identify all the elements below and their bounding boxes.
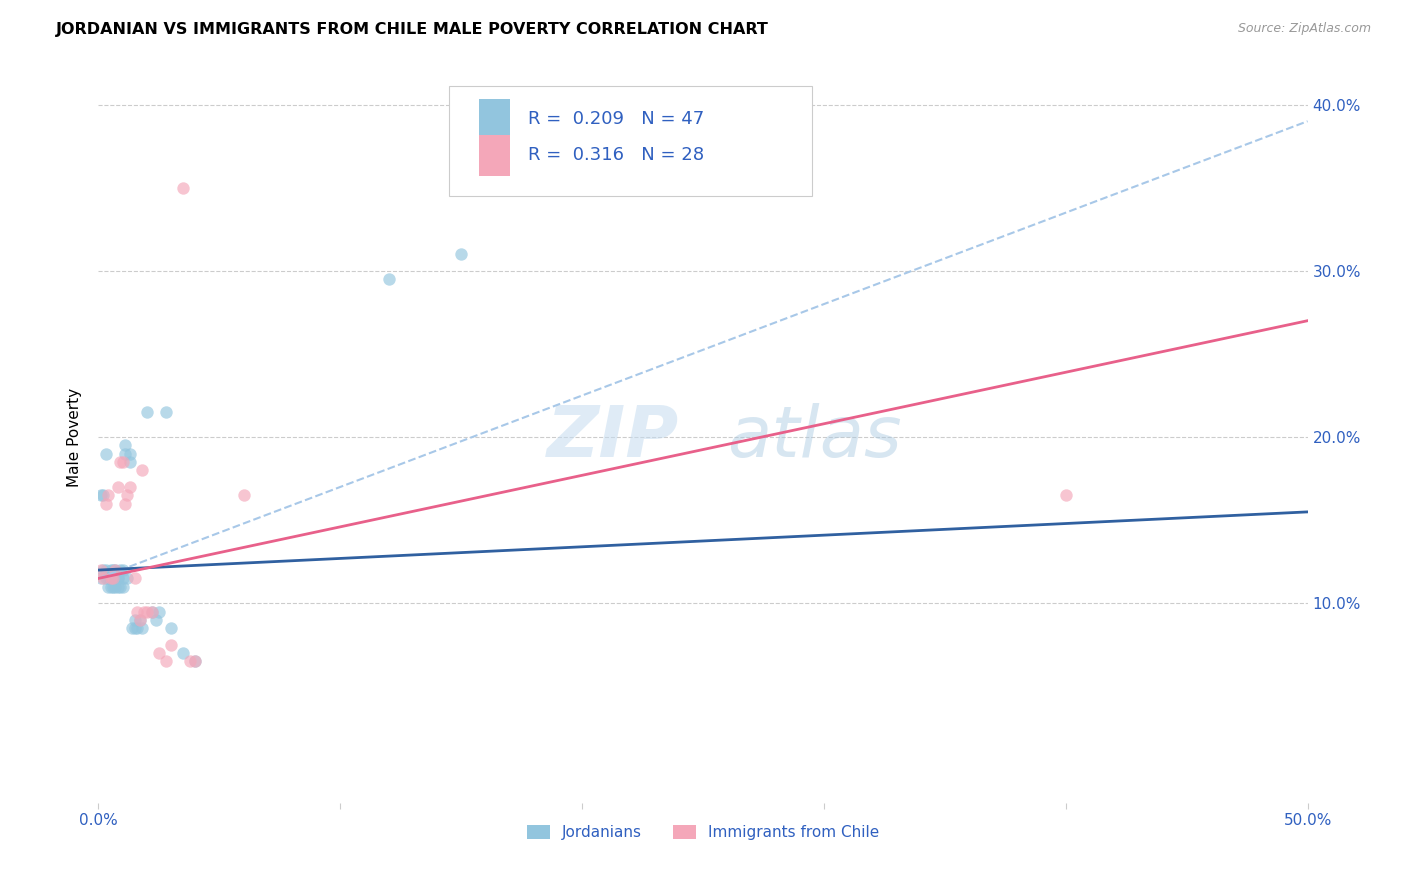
Point bbox=[141, 605, 163, 619]
Point bbox=[104, 563, 127, 577]
Point bbox=[179, 655, 201, 669]
Legend: Jordanians, Immigrants from Chile: Jordanians, Immigrants from Chile bbox=[520, 819, 886, 847]
Point bbox=[117, 571, 139, 585]
Text: R =  0.209   N = 47: R = 0.209 N = 47 bbox=[527, 110, 704, 128]
Point bbox=[160, 621, 183, 635]
Point bbox=[100, 571, 122, 585]
Text: atlas: atlas bbox=[727, 402, 901, 472]
Point bbox=[111, 563, 134, 577]
Point bbox=[118, 480, 141, 494]
Point bbox=[97, 580, 120, 594]
Point bbox=[160, 638, 183, 652]
Point bbox=[94, 571, 117, 585]
Point bbox=[91, 563, 114, 577]
Point bbox=[107, 571, 129, 585]
Point bbox=[172, 180, 194, 194]
Point bbox=[128, 613, 150, 627]
Point bbox=[100, 571, 122, 585]
Point bbox=[101, 563, 124, 577]
Point bbox=[127, 605, 149, 619]
Point bbox=[117, 488, 139, 502]
Point bbox=[94, 447, 117, 461]
Point bbox=[131, 621, 153, 635]
Point bbox=[107, 571, 129, 585]
Point bbox=[94, 497, 117, 511]
Point bbox=[155, 405, 177, 419]
Point bbox=[91, 488, 114, 502]
Point bbox=[148, 646, 170, 660]
Text: Source: ZipAtlas.com: Source: ZipAtlas.com bbox=[1237, 22, 1371, 36]
Point bbox=[108, 455, 131, 469]
Text: ZIP: ZIP bbox=[547, 402, 679, 472]
Point bbox=[184, 655, 207, 669]
Point bbox=[94, 563, 117, 577]
Point bbox=[184, 655, 207, 669]
Point bbox=[107, 480, 129, 494]
Point bbox=[124, 621, 146, 635]
Point bbox=[135, 405, 157, 419]
Point bbox=[128, 613, 150, 627]
Point bbox=[90, 488, 112, 502]
Point bbox=[90, 571, 112, 585]
Point bbox=[111, 580, 134, 594]
Point bbox=[121, 621, 143, 635]
Point bbox=[108, 580, 131, 594]
Point bbox=[118, 447, 141, 461]
Point bbox=[101, 571, 124, 585]
Point bbox=[377, 272, 399, 286]
Point bbox=[104, 563, 127, 577]
Point bbox=[108, 563, 131, 577]
Point bbox=[148, 605, 170, 619]
Point bbox=[90, 563, 112, 577]
Point bbox=[111, 455, 134, 469]
Point bbox=[124, 613, 146, 627]
Point bbox=[127, 621, 149, 635]
Point bbox=[131, 463, 153, 477]
Point bbox=[1054, 488, 1077, 502]
FancyBboxPatch shape bbox=[479, 136, 509, 176]
Text: JORDANIAN VS IMMIGRANTS FROM CHILE MALE POVERTY CORRELATION CHART: JORDANIAN VS IMMIGRANTS FROM CHILE MALE … bbox=[56, 22, 769, 37]
Point bbox=[97, 488, 120, 502]
Point bbox=[135, 605, 157, 619]
Point bbox=[114, 438, 136, 452]
Point bbox=[114, 497, 136, 511]
Point bbox=[145, 613, 167, 627]
Point bbox=[97, 571, 120, 585]
Point bbox=[107, 580, 129, 594]
Point bbox=[232, 488, 254, 502]
Point bbox=[100, 563, 122, 577]
Point bbox=[450, 247, 472, 261]
Point bbox=[114, 447, 136, 461]
FancyBboxPatch shape bbox=[479, 99, 509, 139]
Point bbox=[91, 571, 114, 585]
Point bbox=[124, 571, 146, 585]
Point bbox=[172, 646, 194, 660]
Point bbox=[104, 571, 127, 585]
Point bbox=[100, 580, 122, 594]
Point bbox=[111, 571, 134, 585]
Point bbox=[101, 571, 124, 585]
Text: R =  0.316   N = 28: R = 0.316 N = 28 bbox=[527, 146, 704, 164]
Point bbox=[118, 455, 141, 469]
FancyBboxPatch shape bbox=[449, 86, 811, 195]
Point bbox=[141, 605, 163, 619]
Point bbox=[134, 605, 156, 619]
Point bbox=[101, 580, 124, 594]
Y-axis label: Male Poverty: Male Poverty bbox=[67, 387, 83, 487]
Point bbox=[104, 580, 127, 594]
Point bbox=[155, 655, 177, 669]
